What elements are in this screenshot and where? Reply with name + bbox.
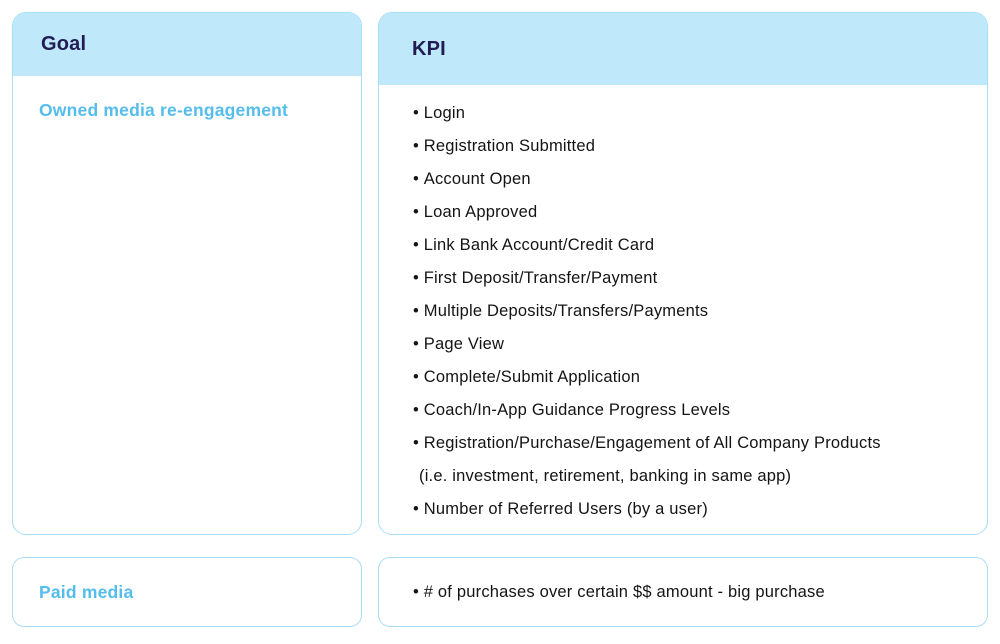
kpi-item: Registration Submitted [413,130,967,163]
kpi-item-note: (i.e. investment, retirement, banking in… [419,467,792,485]
goal-card-body: Owned media re-engagement [13,76,361,121]
goal-column-header: Goal [13,13,361,76]
kpi-item: First Deposit/Transfer/Payment [413,262,967,295]
kpi-card-owned-media: KPI LoginRegistration SubmittedAccount O… [378,12,988,535]
goal-card-paid-media: Paid media [12,557,362,627]
kpi-item: Page View [413,328,967,361]
kpi-card-body: LoginRegistration SubmittedAccount OpenL… [379,85,987,526]
goal-label-owned-media: Owned media re-engagement [39,100,289,120]
kpi-item: Complete/Submit Application [413,361,967,394]
kpi-item: Account Open [413,163,967,196]
kpi-item: Multiple Deposits/Transfers/Payments [413,295,967,328]
kpi-item: Loan Approved [413,196,967,229]
kpi-item: Registration/Purchase/Engagement of All … [413,427,967,493]
kpi-item: Login [413,97,967,130]
kpi-item: # of purchases over certain $$ amount - … [413,576,825,609]
kpi-list-owned-media: LoginRegistration SubmittedAccount OpenL… [379,85,987,526]
kpi-card-paid-media: # of purchases over certain $$ amount - … [378,557,988,627]
goal-label-paid-media: Paid media [39,581,134,602]
kpi-column-header: KPI [379,13,987,85]
kpi-item: Link Bank Account/Credit Card [413,229,967,262]
kpi-list-paid-media: # of purchases over certain $$ amount - … [379,576,845,609]
kpi-item: Number of Referred Users (by a user) [413,493,967,526]
goal-card-owned-media: Goal Owned media re-engagement [12,12,362,535]
kpi-item: Coach/In-App Guidance Progress Levels [413,394,967,427]
